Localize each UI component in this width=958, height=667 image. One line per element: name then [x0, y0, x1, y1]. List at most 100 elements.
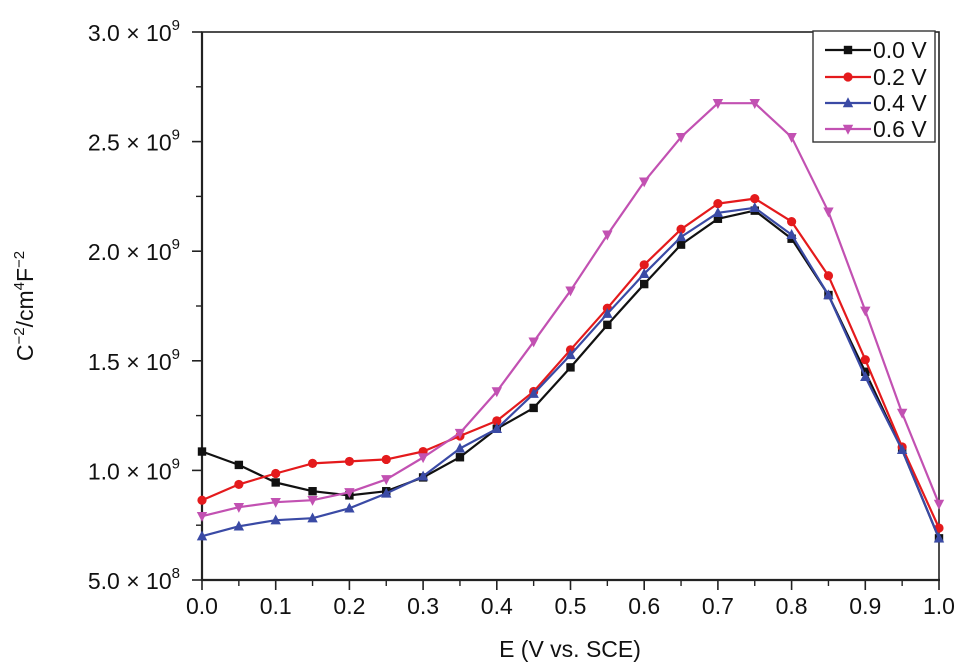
circle-marker	[843, 72, 853, 82]
triangle-down-marker	[270, 497, 281, 508]
series-0-6V	[196, 99, 945, 522]
triangle-up-marker	[639, 268, 650, 278]
y-tick-label: 1.0 × 109	[88, 455, 180, 484]
circle-marker	[860, 355, 870, 365]
square-marker	[843, 45, 853, 55]
legend-item: 0.2 V	[825, 64, 927, 90]
triangle-down-marker	[491, 387, 502, 398]
circle-marker	[381, 454, 391, 465]
triangle-down-marker	[454, 428, 466, 439]
circle-marker	[344, 456, 354, 467]
triangle-up-marker	[823, 289, 834, 300]
circle-marker	[713, 199, 723, 209]
circle-marker	[639, 260, 649, 270]
x-tick-label: 0.7	[702, 593, 734, 619]
y-tick-label: 2.0 × 109	[88, 236, 180, 265]
square-marker	[640, 279, 649, 289]
triangle-down-marker	[786, 133, 797, 143]
y-tick-label: 3.0 × 109	[88, 17, 180, 46]
triangle-up-marker	[786, 229, 797, 239]
legend-label: 0.0 V	[873, 37, 927, 63]
square-marker	[271, 478, 280, 487]
triangle-down-marker	[842, 124, 854, 135]
triangle-down-marker	[749, 99, 760, 109]
series-layer	[196, 99, 945, 543]
y-title-unit-exp: 4	[11, 282, 28, 290]
square-marker	[603, 320, 612, 330]
triangle-up-marker	[565, 349, 576, 360]
triangle-down-marker	[417, 453, 429, 464]
triangle-down-marker	[307, 496, 318, 506]
triangle-up-marker	[675, 231, 687, 242]
circle-marker	[492, 416, 502, 426]
square-marker	[566, 363, 575, 372]
x-tick-label: 0.0	[186, 593, 218, 619]
triangle-down-marker	[565, 286, 576, 297]
legend: 0.0 V0.2 V0.4 V0.6 V	[812, 30, 936, 143]
square-marker	[676, 240, 686, 249]
circle-marker	[197, 495, 207, 505]
triangle-up-marker	[381, 487, 392, 498]
legend-item: 0.4 V	[825, 90, 927, 116]
triangle-up-marker	[270, 514, 281, 525]
triangle-down-marker	[233, 503, 245, 513]
triangle-up-marker	[233, 520, 245, 531]
triangle-down-marker	[528, 337, 539, 348]
series-0-4V	[196, 202, 945, 543]
triangle-up-marker	[602, 307, 613, 318]
triangle-down-marker	[933, 499, 945, 510]
triangle-up-marker	[307, 512, 318, 523]
triangle-up-marker	[712, 207, 724, 218]
triangle-down-marker	[344, 488, 355, 499]
x-tick-label: 0.8	[776, 593, 808, 619]
square-marker	[197, 447, 207, 456]
square-marker	[234, 460, 244, 470]
y-tick-label: 1.5 × 109	[88, 346, 180, 375]
y-title-c: C	[12, 345, 38, 362]
circle-marker	[234, 479, 244, 490]
x-tick-label: 0.2	[333, 593, 365, 619]
triangle-up-marker	[860, 371, 871, 382]
triangle-down-marker	[639, 177, 650, 188]
y-tick-label: 2.5 × 109	[88, 127, 180, 156]
triangle-up-marker	[344, 502, 355, 513]
square-marker	[529, 403, 538, 413]
x-tick-label: 0.6	[628, 593, 660, 619]
y-axis: 5.0 × 108 1.0 × 109 1.5 × 109 2.0 × 109 2.5 …	[88, 17, 202, 594]
series-line	[201, 102, 941, 518]
legend-label: 0.2 V	[873, 64, 927, 90]
triangle-up-marker	[933, 532, 945, 543]
circle-marker	[787, 217, 797, 227]
triangle-down-marker	[860, 306, 871, 317]
legend-item: 0.6 V	[825, 116, 927, 142]
x-axis-title: E (V vs. SCE)	[499, 636, 641, 662]
triangle-up-marker	[417, 470, 429, 481]
triangle-up-marker	[528, 387, 539, 398]
x-tick-label: 0.1	[260, 593, 292, 619]
y-title-unit: /cm	[12, 290, 38, 327]
triangle-down-marker	[196, 512, 208, 522]
y-axis-title: C−2/cm4F−2	[11, 251, 38, 361]
circle-marker	[307, 458, 318, 468]
series-0-0V	[197, 206, 944, 543]
triangle-down-marker	[712, 99, 724, 109]
triangle-down-marker	[602, 230, 613, 241]
triangle-down-marker	[823, 207, 834, 218]
square-marker	[713, 214, 723, 223]
triangle-down-marker	[381, 475, 392, 486]
legend-label: 0.6 V	[873, 116, 927, 142]
x-tick-label: 1.0	[923, 593, 955, 619]
legend-label: 0.4 V	[873, 90, 927, 116]
circle-marker	[271, 468, 281, 479]
x-axis: 0.0 0.1 0.2 0.3 0.4 0.5 0.6 0.7 0.8 0.9 1.0	[186, 580, 955, 619]
triangle-up-marker	[842, 97, 854, 108]
square-marker	[308, 487, 317, 496]
x-tick-label: 0.9	[849, 593, 881, 619]
circle-marker	[676, 224, 686, 234]
square-marker	[455, 453, 465, 462]
triangle-down-marker	[675, 133, 687, 143]
y-tick-label: 5.0 × 108	[88, 565, 180, 594]
triangle-up-marker	[749, 202, 760, 212]
